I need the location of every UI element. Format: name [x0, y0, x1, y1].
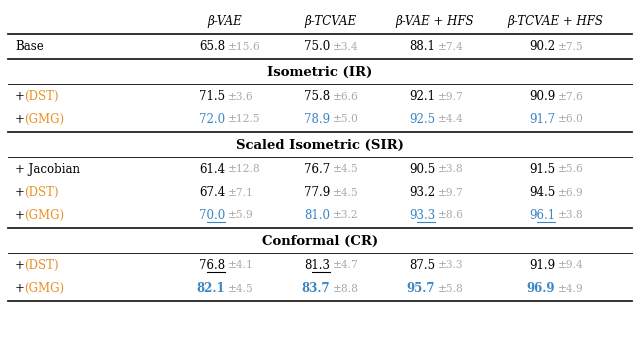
Text: ±4.7: ±4.7 [333, 261, 359, 271]
Text: 61.4: 61.4 [199, 163, 225, 176]
Text: ±12.5: ±12.5 [228, 115, 260, 125]
Text: +: + [15, 282, 29, 295]
Text: 83.7: 83.7 [301, 282, 330, 295]
Text: 91.9: 91.9 [529, 259, 555, 272]
Text: 67.4: 67.4 [199, 186, 225, 199]
Text: β-TCVAE: β-TCVAE [304, 15, 356, 27]
Text: ±4.9: ±4.9 [558, 283, 584, 293]
Text: 75.8: 75.8 [304, 90, 330, 103]
Text: 78.9: 78.9 [304, 113, 330, 126]
Text: ±6.0: ±6.0 [558, 115, 584, 125]
Text: 96.1: 96.1 [529, 209, 555, 222]
Text: ±7.6: ±7.6 [558, 91, 584, 101]
Text: ±9.7: ±9.7 [438, 91, 464, 101]
Text: ±7.4: ±7.4 [438, 42, 464, 52]
Text: ±5.0: ±5.0 [333, 115, 359, 125]
Text: ±4.5: ±4.5 [333, 164, 359, 174]
Text: (GMG): (GMG) [24, 282, 64, 295]
Text: ±8.8: ±8.8 [333, 283, 359, 293]
Text: ±3.3: ±3.3 [438, 261, 463, 271]
Text: β-TCVAE + HFS: β-TCVAE + HFS [507, 15, 603, 27]
Text: ±4.5: ±4.5 [333, 188, 359, 198]
Text: ±3.2: ±3.2 [333, 210, 358, 220]
Text: ±4.4: ±4.4 [438, 115, 464, 125]
Text: 76.7: 76.7 [304, 163, 330, 176]
Text: +: + [15, 113, 29, 126]
Text: (DST): (DST) [24, 259, 58, 272]
Text: 90.2: 90.2 [529, 40, 555, 53]
Text: (GMG): (GMG) [24, 209, 64, 222]
Text: ±8.6: ±8.6 [438, 210, 464, 220]
Text: Base: Base [15, 40, 44, 53]
Text: β-VAE: β-VAE [207, 15, 243, 27]
Text: ±3.8: ±3.8 [438, 164, 464, 174]
Text: 92.5: 92.5 [409, 113, 435, 126]
Text: ±9.4: ±9.4 [558, 261, 584, 271]
Text: 65.8: 65.8 [199, 40, 225, 53]
Text: ±5.8: ±5.8 [438, 283, 464, 293]
Text: ±3.6: ±3.6 [228, 91, 253, 101]
Text: 91.7: 91.7 [529, 113, 555, 126]
Text: ±9.7: ±9.7 [438, 188, 464, 198]
Text: 81.3: 81.3 [304, 259, 330, 272]
Text: ±4.5: ±4.5 [228, 283, 253, 293]
Text: +: + [15, 259, 29, 272]
Text: ±5.6: ±5.6 [558, 164, 584, 174]
Text: 77.9: 77.9 [304, 186, 330, 199]
Text: 91.5: 91.5 [529, 163, 555, 176]
Text: 87.5: 87.5 [409, 259, 435, 272]
Text: ±12.8: ±12.8 [228, 164, 260, 174]
Text: + Jacobian: + Jacobian [15, 163, 80, 176]
Text: 96.9: 96.9 [527, 282, 555, 295]
Text: 94.5: 94.5 [529, 186, 555, 199]
Text: +: + [15, 90, 29, 103]
Text: ±5.9: ±5.9 [228, 210, 253, 220]
Text: ±7.1: ±7.1 [228, 188, 254, 198]
Text: Isometric (IR): Isometric (IR) [268, 65, 372, 79]
Text: ±3.8: ±3.8 [558, 210, 584, 220]
Text: ±4.1: ±4.1 [228, 261, 254, 271]
Text: ±15.6: ±15.6 [228, 42, 260, 52]
Text: 72.0: 72.0 [199, 113, 225, 126]
Text: 95.7: 95.7 [406, 282, 435, 295]
Text: 81.0: 81.0 [304, 209, 330, 222]
Text: 71.5: 71.5 [199, 90, 225, 103]
Text: Scaled Isometric (SIR): Scaled Isometric (SIR) [236, 138, 404, 152]
Text: 93.3: 93.3 [409, 209, 435, 222]
Text: (DST): (DST) [24, 186, 58, 199]
Text: (DST): (DST) [24, 90, 58, 103]
Text: 82.1: 82.1 [196, 282, 225, 295]
Text: 70.0: 70.0 [199, 209, 225, 222]
Text: 93.2: 93.2 [409, 186, 435, 199]
Text: 90.9: 90.9 [529, 90, 555, 103]
Text: 76.8: 76.8 [199, 259, 225, 272]
Text: Conformal (CR): Conformal (CR) [262, 235, 378, 247]
Text: (GMG): (GMG) [24, 113, 64, 126]
Text: ±6.9: ±6.9 [558, 188, 584, 198]
Text: ±6.6: ±6.6 [333, 91, 359, 101]
Text: 88.1: 88.1 [409, 40, 435, 53]
Text: 75.0: 75.0 [304, 40, 330, 53]
Text: +: + [15, 209, 29, 222]
Text: +: + [15, 186, 29, 199]
Text: ±7.5: ±7.5 [558, 42, 584, 52]
Text: 90.5: 90.5 [409, 163, 435, 176]
Text: ±3.4: ±3.4 [333, 42, 358, 52]
Text: 92.1: 92.1 [409, 90, 435, 103]
Text: β-VAE + HFS: β-VAE + HFS [396, 15, 474, 27]
